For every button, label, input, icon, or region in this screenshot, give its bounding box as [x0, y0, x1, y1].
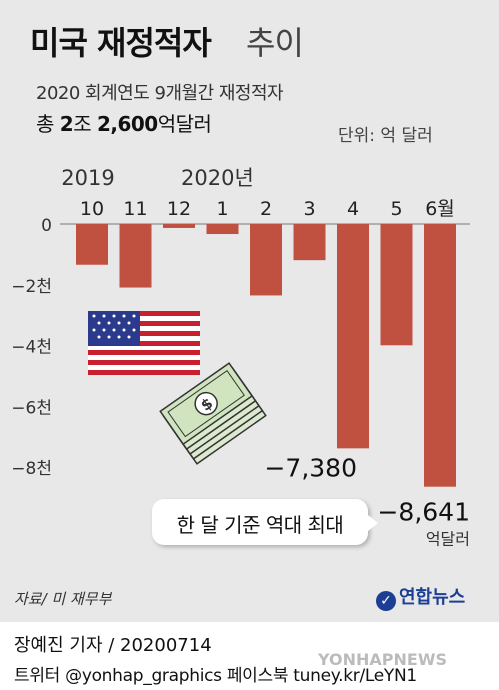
- total-mid: 조: [73, 112, 97, 136]
- x-tick-label: 12: [167, 198, 191, 220]
- year-label: 2019: [61, 166, 114, 190]
- yonhap-logo-icon: ✓: [376, 591, 396, 611]
- bars-layer: [76, 224, 456, 487]
- chart-subtitle: 2020 회계연도 9개월간 재정적자: [36, 83, 284, 104]
- y-tick-label: 0: [41, 216, 52, 236]
- x-tick-label: 11: [123, 198, 147, 220]
- bar: [206, 224, 239, 235]
- bar: [163, 224, 195, 228]
- total-value-2: 2,600: [96, 112, 158, 136]
- chart-title: 미국 재정적자: [30, 24, 212, 62]
- watermark: YONHAPNEWS: [318, 650, 447, 669]
- total-value-1: 2: [59, 112, 74, 136]
- bar: [76, 224, 108, 265]
- total-deficit: 총 2조 2,600억달러: [36, 108, 212, 137]
- social-links: 트위터 @yonhap_graphics 페이스북 tuney.kr/LeYN1: [14, 666, 417, 686]
- reporter-credit: 장예진 기자 / 20200714: [14, 635, 212, 656]
- axis-layer: 0 −2천 −4천 −6천 −8천: [11, 216, 470, 479]
- us-flag-icon: [88, 311, 200, 375]
- bar: [119, 224, 152, 288]
- unit-label: 단위: 억 달러: [338, 126, 433, 146]
- bar: [293, 224, 326, 261]
- y-tick-label: −2천: [11, 277, 52, 297]
- year-label: 2020년: [181, 166, 254, 190]
- record-callout: 한 달 기준 역대 최대: [152, 499, 378, 545]
- callout-text: 한 달 기준 역대 최대: [176, 513, 344, 537]
- bar: [424, 224, 456, 487]
- x-tick-label: 1: [216, 198, 228, 220]
- bar: [380, 224, 413, 346]
- money-stack-icon: $: [159, 362, 267, 465]
- x-tick-label: 4: [347, 198, 359, 220]
- x-tick-label: 5: [390, 198, 402, 220]
- total-suffix: 억달러: [157, 112, 212, 136]
- bar: [337, 224, 369, 449]
- logo-text: 연합뉴스: [399, 587, 466, 608]
- bar: [250, 224, 282, 296]
- data-label: −7,380: [264, 453, 357, 482]
- total-prefix: 총: [36, 112, 60, 136]
- y-tick-label: −6천: [11, 398, 52, 418]
- y-tick-label: −4천: [11, 338, 52, 358]
- chart-title-suffix: 추이: [246, 24, 304, 62]
- x-tick-label: 3: [303, 198, 315, 220]
- x-tick-label: 2: [260, 198, 272, 220]
- callout-tail: [368, 515, 378, 531]
- y-tick-label: −8천: [11, 459, 52, 479]
- data-label: −8,641: [377, 498, 470, 527]
- x-tick-label: 10: [80, 198, 104, 220]
- source-note: 자료/ 미 재무부: [14, 590, 112, 608]
- yonhap-logo: ✓ 연합뉴스: [376, 583, 465, 611]
- x-tick-label: 6월: [425, 198, 455, 220]
- data-label-unit: 억달러: [426, 530, 470, 549]
